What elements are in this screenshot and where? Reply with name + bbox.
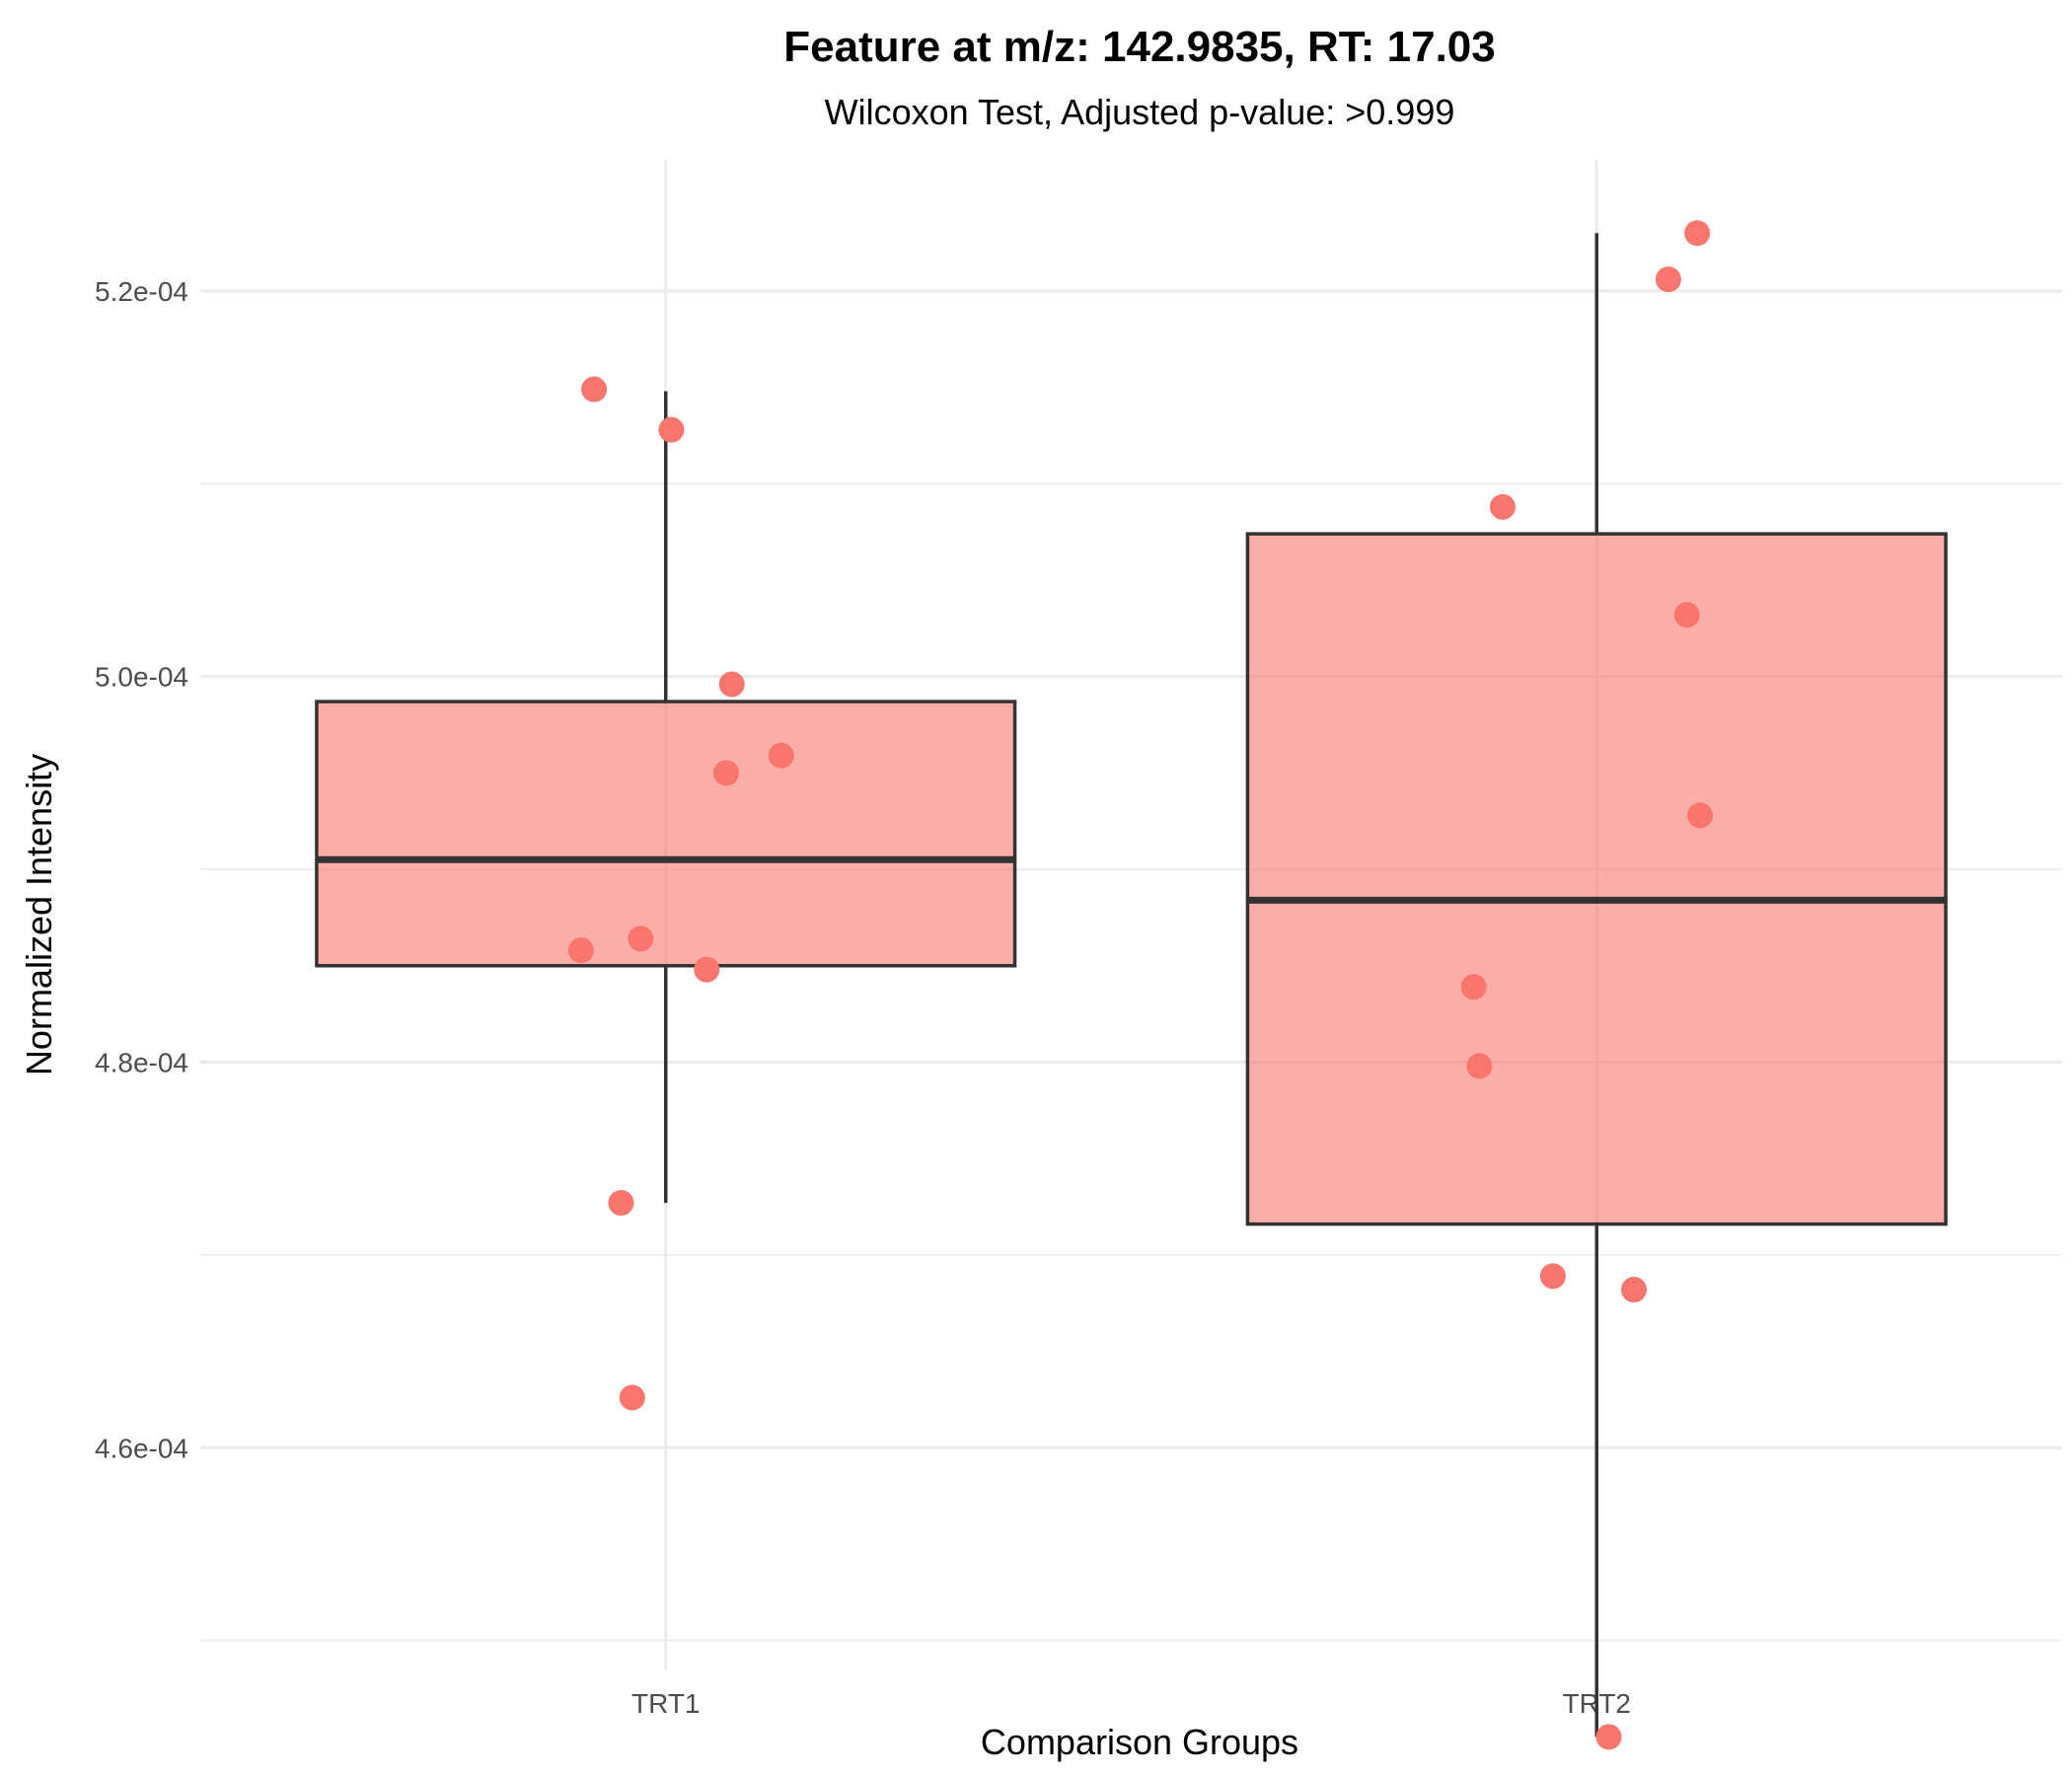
data-point	[1539, 1263, 1566, 1290]
data-point	[567, 937, 594, 964]
data-point	[581, 376, 608, 403]
chart-title: Feature at m/z: 142.9835, RT: 17.03	[783, 23, 1495, 71]
data-point	[628, 925, 654, 952]
data-point	[1620, 1277, 1647, 1303]
y-tick-label: 5.2e-04	[95, 276, 188, 307]
x-axis-title: Comparison Groups	[981, 1722, 1298, 1762]
x-tick-label: TRT1	[631, 1688, 701, 1719]
data-point	[768, 742, 794, 769]
jitter-points	[567, 220, 1713, 1750]
y-axis-ticks: 4.6e-04 4.8e-04 5.0e-04 5.2e-04	[95, 276, 188, 1463]
box-trt2	[1245, 532, 1948, 1226]
data-point	[608, 1190, 634, 1217]
data-point	[1595, 1724, 1622, 1750]
data-point	[619, 1384, 645, 1411]
data-point	[1655, 266, 1681, 293]
data-point	[713, 760, 740, 786]
data-point	[1460, 974, 1487, 1000]
boxplots	[315, 233, 1948, 1738]
data-point	[1684, 220, 1711, 247]
data-point	[1673, 602, 1700, 629]
data-point	[1466, 1053, 1493, 1079]
y-tick-label: 4.6e-04	[95, 1433, 188, 1463]
data-point	[1686, 802, 1713, 829]
box-trt1	[315, 700, 1017, 968]
y-tick-label: 4.8e-04	[95, 1047, 188, 1077]
data-point	[658, 416, 685, 443]
data-point	[1489, 493, 1516, 520]
y-tick-label: 5.0e-04	[95, 662, 188, 693]
y-axis-title: Normalized Intensity	[19, 754, 59, 1075]
chart-subtitle: Wilcoxon Test, Adjusted p-value: >0.999	[825, 92, 1455, 132]
x-axis-ticks: TRT1 TRT2	[631, 1688, 1631, 1719]
data-point	[694, 956, 720, 983]
data-point	[718, 671, 745, 698]
